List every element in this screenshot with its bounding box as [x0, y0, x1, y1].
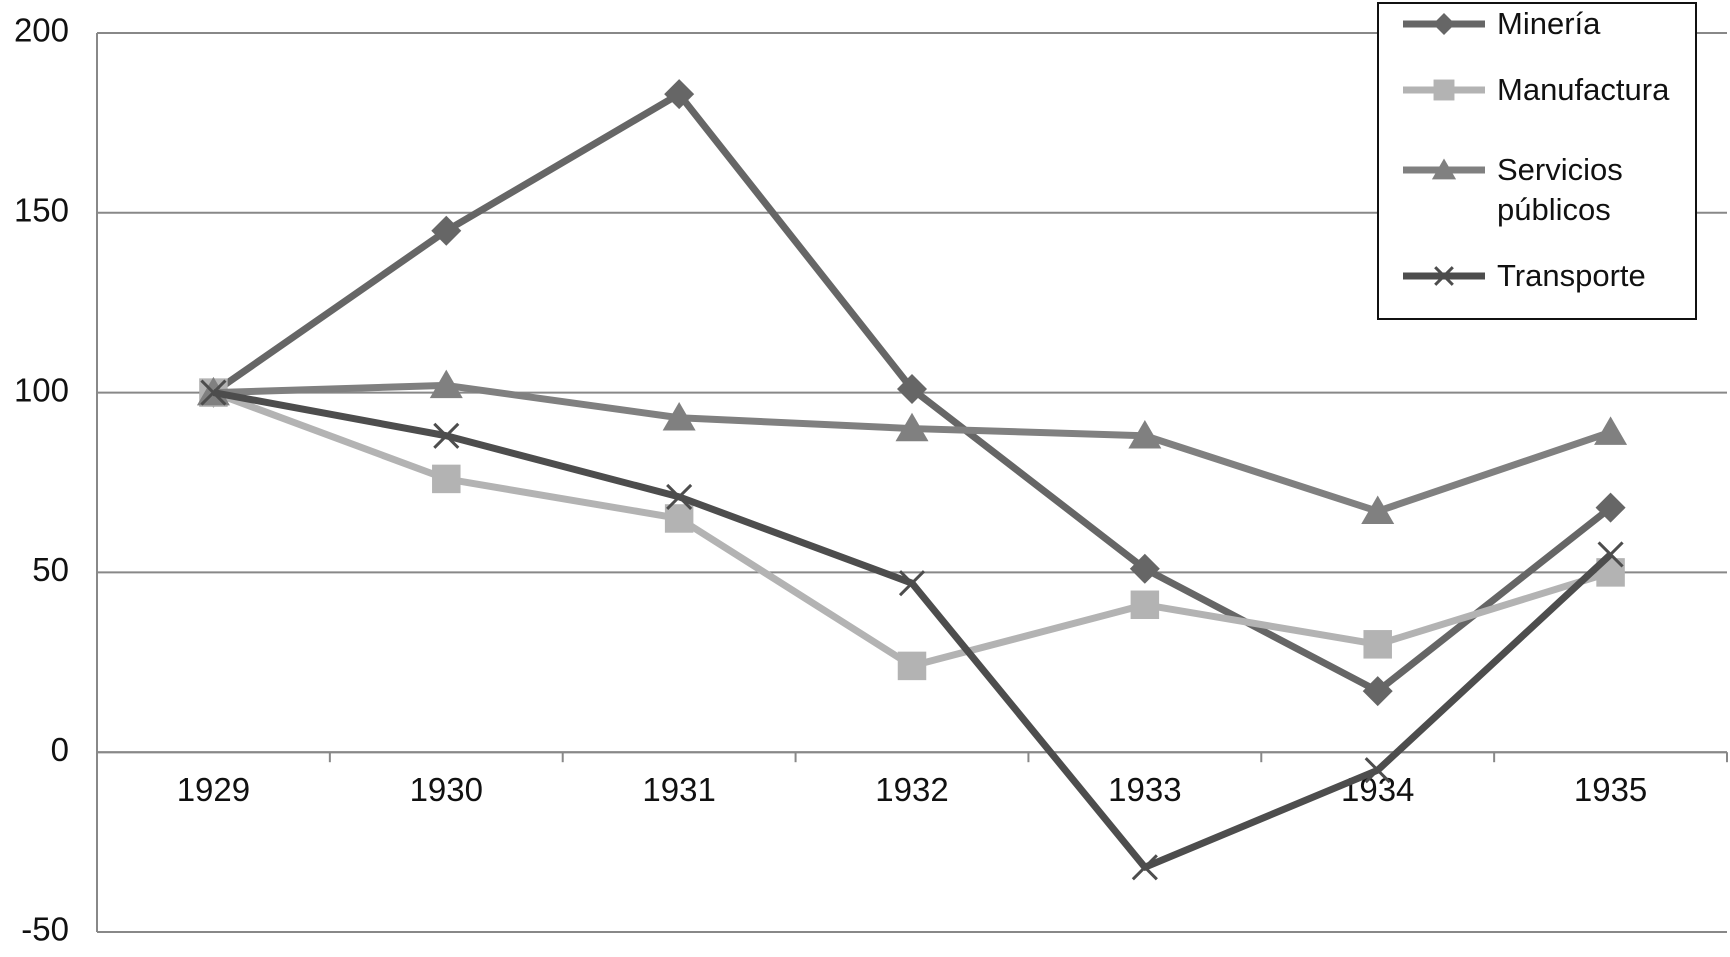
y-tick-label: -50 [21, 911, 69, 948]
marker [1128, 420, 1162, 449]
legend-entry: Servicios públicos [1379, 150, 1697, 230]
y-tick-label: 200 [14, 12, 69, 49]
marker [1363, 630, 1392, 659]
marker [897, 651, 927, 681]
marker [429, 369, 463, 399]
marker [432, 464, 461, 494]
marker [1594, 416, 1628, 445]
legend-entry: Minería [1379, 4, 1697, 44]
marker [1597, 541, 1624, 568]
legend-swatch [1403, 158, 1485, 180]
y-tick-label: 0 [51, 731, 69, 768]
marker [664, 79, 695, 110]
marker [433, 422, 460, 449]
x-tick-label: 1934 [1341, 771, 1414, 808]
marker [1364, 757, 1391, 784]
legend-label: Manufactura [1497, 72, 1670, 107]
x-tick-label: 1935 [1574, 771, 1647, 808]
x-tick-label: 1930 [410, 771, 483, 808]
marker [898, 570, 926, 597]
marker [666, 483, 693, 510]
legend-label: Transporte [1497, 258, 1646, 293]
marker [895, 412, 929, 442]
marker [1131, 854, 1158, 881]
legend-swatch [1403, 266, 1485, 286]
marker [1433, 79, 1455, 101]
marker [664, 504, 694, 533]
x-tick-label: 1931 [642, 771, 715, 808]
x-tick-label: 1929 [177, 771, 250, 808]
marker [1130, 590, 1160, 620]
y-tick-label: 150 [14, 192, 69, 229]
legend-label: Servicios públicos [1497, 152, 1623, 227]
y-tick-label: 100 [14, 371, 69, 408]
marker [1433, 13, 1455, 35]
legend-swatch [1403, 79, 1485, 101]
y-tick-label: 50 [32, 551, 69, 588]
marker [897, 374, 927, 405]
legend-entry: Manufactura [1379, 70, 1697, 110]
marker [1431, 158, 1457, 180]
marker [662, 402, 696, 431]
legend: Minería Manufactura Servicios públicos Tran… [1377, 2, 1697, 320]
marker [1434, 266, 1454, 286]
marker [200, 379, 227, 406]
legend-label: Minería [1497, 6, 1601, 41]
marker [1362, 676, 1393, 707]
marker [1595, 492, 1626, 523]
marker [1129, 553, 1160, 584]
legend-swatch [1403, 13, 1485, 35]
marker [431, 215, 462, 246]
x-tick-label: 1932 [875, 771, 948, 808]
legend-entry: Transporte [1379, 256, 1697, 296]
marker [1361, 495, 1395, 525]
series-line [213, 381, 1612, 515]
x-tick-label: 1933 [1108, 771, 1181, 808]
